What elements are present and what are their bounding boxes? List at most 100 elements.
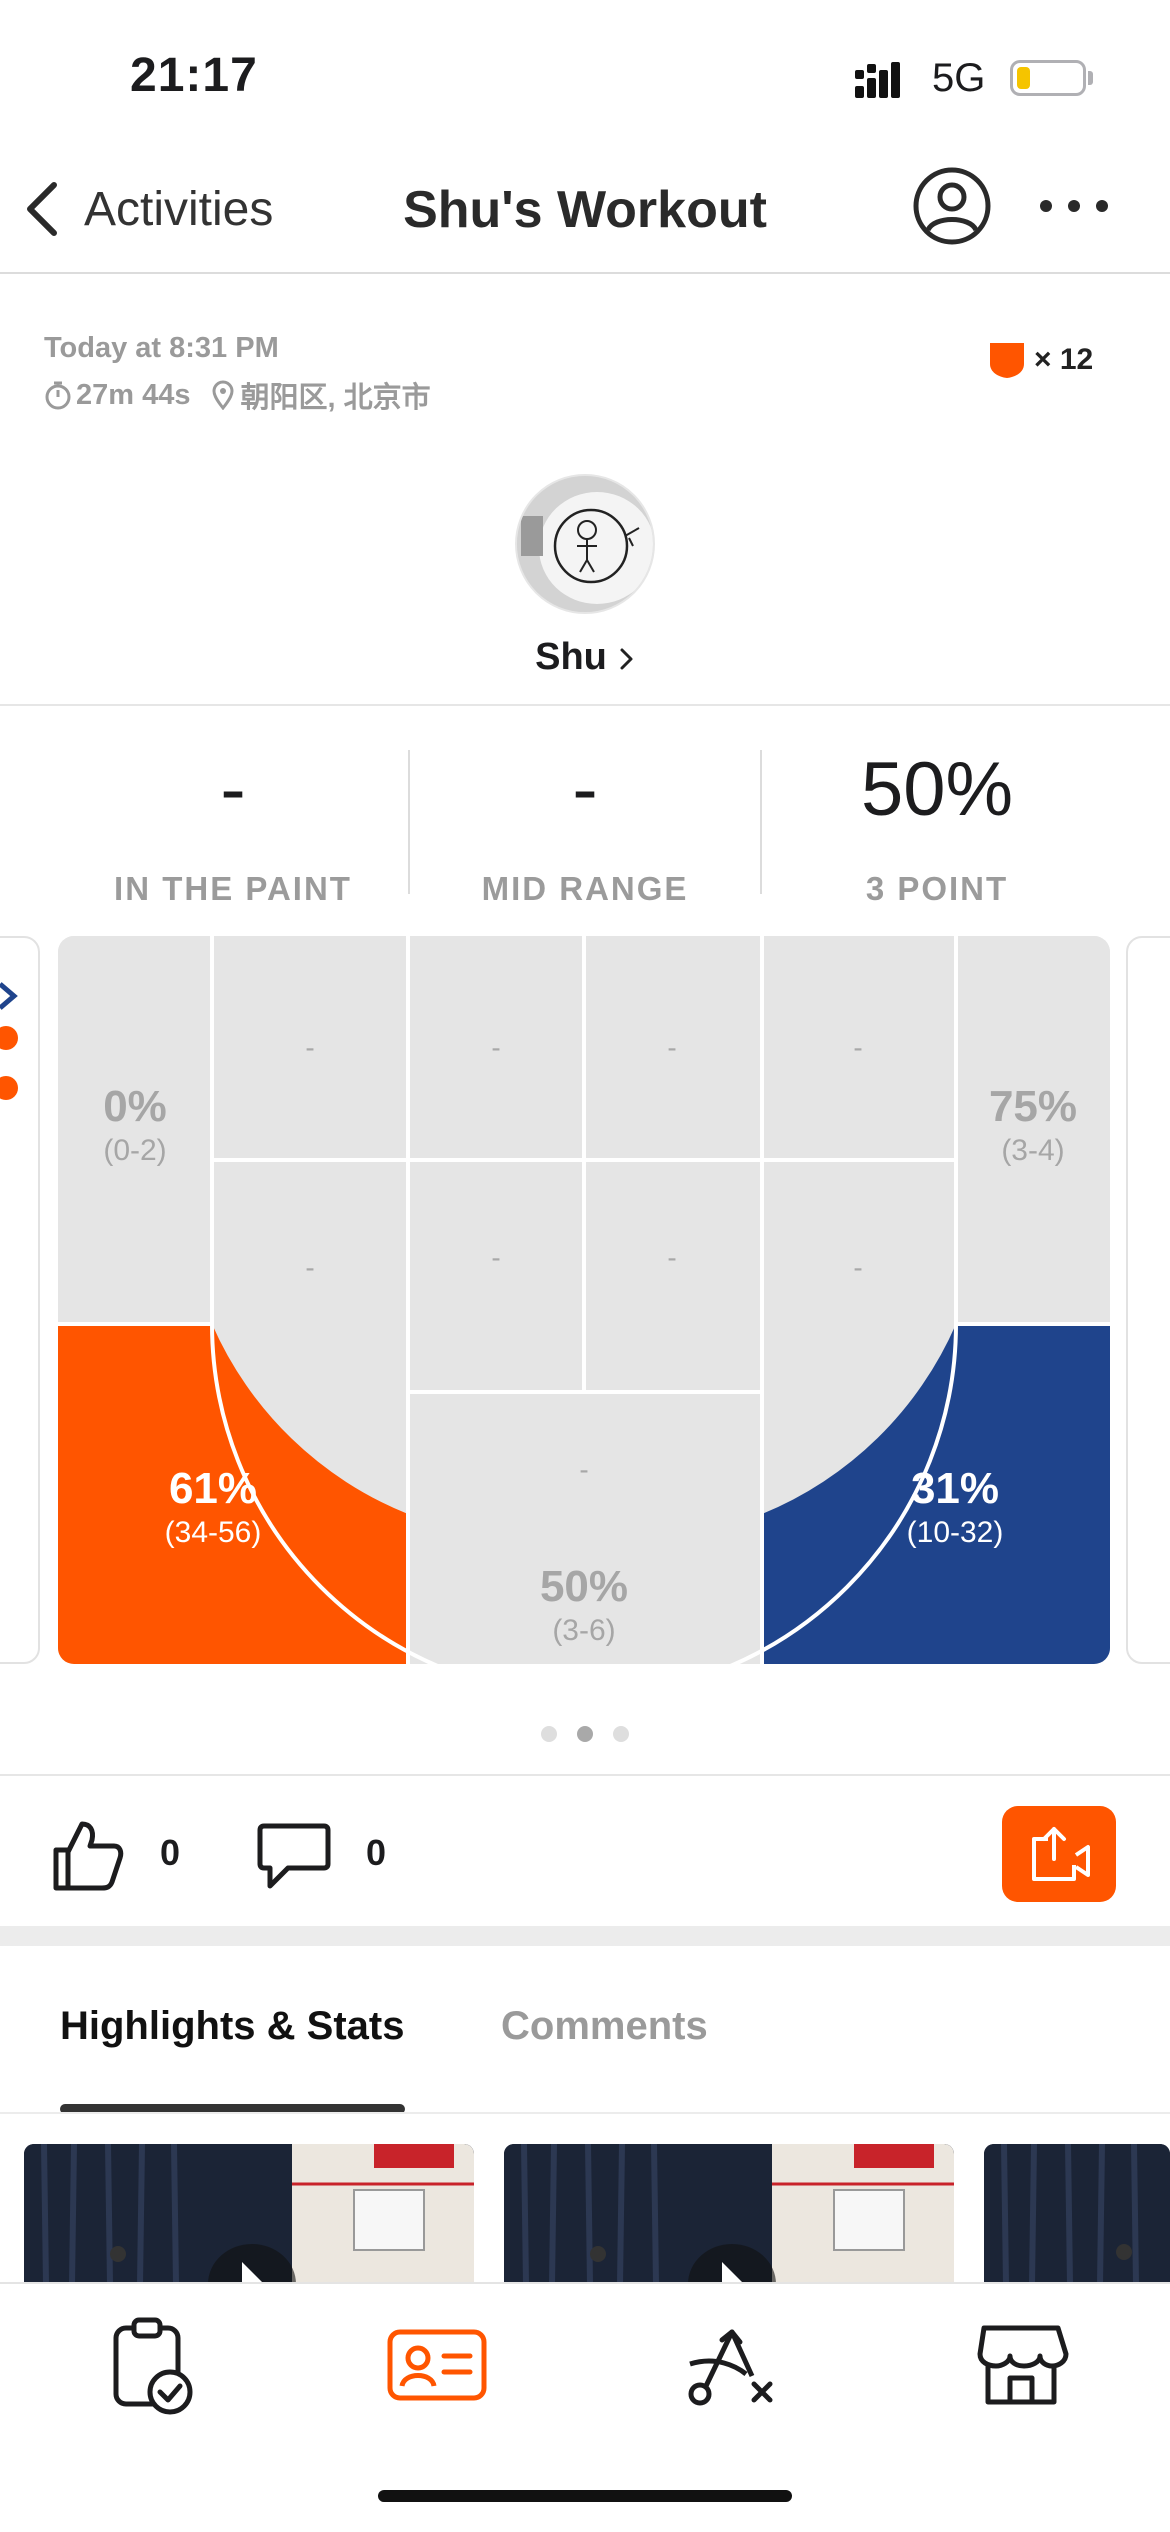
share-video-icon [1032,1827,1090,1881]
clipboard-check-icon [113,2317,193,2415]
battery-tip [1088,71,1093,85]
chevron-right-icon [620,648,633,670]
shot-chart: 0% (0-2) 75% (3-4) 61% (34-56) 31% (10-3… [58,936,1110,1664]
id-card-icon [387,2329,487,2401]
zone-empty-marker: - [305,1032,315,1063]
zone-right-wing-label[interactable]: 31% (10-32) [907,1464,1004,1550]
stat-3-point: 50% 3 POINT [762,740,1112,908]
zone-empty-marker: - [491,1242,501,1273]
chevron-left-icon [27,182,57,236]
section-separator [0,1926,1170,1946]
shot-chart-carousel[interactable]: 0% (0-2) 75% (3-4) 61% (34-56) 31% (10-3… [0,936,1170,1666]
shield-badge-icon [990,343,1024,378]
comment-count: 0 [366,1832,387,1873]
zone-frac: (3-4) [1001,1134,1065,1167]
more-icon[interactable] [1036,186,1112,226]
page-title: Shu's Workout [403,181,767,239]
zone-left-corner[interactable]: 0% (0-2) [103,1082,167,1168]
shots-badge: × 12 [988,340,1093,380]
stat-separator [408,750,410,894]
zone-empty-marker: - [853,1032,863,1063]
stat-value: - [220,747,246,832]
stat-label: 3 POINT [865,870,1009,907]
zone-pct: 75% [988,1082,1078,1131]
zone-frac: (0-2) [103,1134,167,1167]
location-pin-icon [211,380,234,410]
pager-dot-active[interactable] [577,1726,593,1742]
zone-right-wing [762,1324,1110,1664]
divider [0,704,1170,706]
battery-level [1017,67,1030,89]
divider [0,2112,1170,2114]
zone-right-corner[interactable]: 75% (3-4) [989,1082,1077,1168]
comment-icon[interactable] [256,1820,332,1892]
stat-label: IN THE PAINT [114,870,352,907]
tabbar-workouts[interactable] [96,2310,206,2420]
tabbar-drills[interactable] [676,2310,786,2420]
card-peek-icon [0,982,18,1100]
zone-empty-marker: - [491,1032,501,1063]
tab-highlights-stats[interactable]: Highlights & Stats [60,2004,405,2048]
highlight-video-thumbnail[interactable] [504,2144,954,2284]
profile-icon[interactable] [912,166,992,246]
zone-left-wing-label[interactable]: 61% (34-56) [165,1464,262,1550]
network-label: 5G [932,56,986,100]
user-name: Shu [535,636,607,678]
zone-pct: 50% [539,1562,629,1611]
active-tab-indicator [60,2104,405,2114]
zone-top-key[interactable]: 50% (3-6) [540,1562,628,1648]
stat-in-the-paint: - IN THE PAINT [58,740,408,908]
pager-dot[interactable] [541,1726,557,1742]
stopwatch-icon [45,381,71,410]
store-icon [977,2325,1069,2405]
status-time: 21:17 [130,49,258,102]
signal-icon [855,62,900,98]
previous-card-peek[interactable] [0,936,40,1664]
like-count: 0 [160,1832,181,1873]
tabbar-profile-card[interactable] [382,2310,492,2420]
stat-separator [760,750,762,894]
stat-mid-range: - MID RANGE [410,740,760,908]
thumbs-up-icon[interactable] [50,1818,126,1892]
zone-empty-marker: - [853,1252,863,1283]
share-video-button[interactable] [1002,1806,1116,1902]
nav-bar: Activities Shu's Workout [0,150,1170,274]
user-name-link[interactable]: Shu [0,636,1170,679]
battery-icon [1010,60,1086,96]
zone-frac: (34-56) [164,1516,262,1549]
status-bar: 21:17 5G [0,0,1170,150]
avatar-drawing [517,476,653,612]
video-preview-image [504,2144,954,2284]
zone-frac: (10-32) [906,1516,1004,1549]
pager-dot[interactable] [613,1726,629,1742]
stat-value: - [572,747,598,832]
next-card-peek[interactable] [1126,936,1170,1664]
activity-duration: 27m 44s [76,378,191,411]
activity-date: Today at 8:31 PM [44,332,279,364]
activity-meta: 27m 44s 朝阳区, 北京市 [44,374,431,416]
video-preview-image [984,2144,1170,2284]
court-zones [58,936,1110,1664]
highlight-video-thumbnail[interactable] [24,2144,474,2284]
zone-frac: (3-6) [552,1614,616,1647]
home-indicator [378,2490,792,2502]
tabbar-store[interactable] [966,2310,1076,2420]
zone-pct: 0% [103,1082,167,1131]
divider [0,1774,1170,1776]
zone-empty-marker: - [579,1454,589,1485]
zone-pct: 31% [910,1464,1000,1513]
zone-pct: 61% [168,1464,258,1513]
zone-empty-marker: - [667,1032,677,1063]
stat-value: 50% [860,747,1014,832]
stat-label: MID RANGE [481,870,689,907]
play-diagram-icon [688,2329,773,2406]
tab-comments[interactable]: Comments [501,2004,708,2048]
badge-count: × 12 [1034,343,1094,376]
highlight-video-thumbnail[interactable] [984,2144,1170,2284]
zone-left-wing [58,1324,408,1664]
back-button[interactable]: Activities [20,174,273,244]
back-label: Activities [84,182,274,236]
video-preview-image [24,2144,474,2284]
carousel-pager [0,1726,1170,1742]
avatar[interactable] [515,474,655,614]
